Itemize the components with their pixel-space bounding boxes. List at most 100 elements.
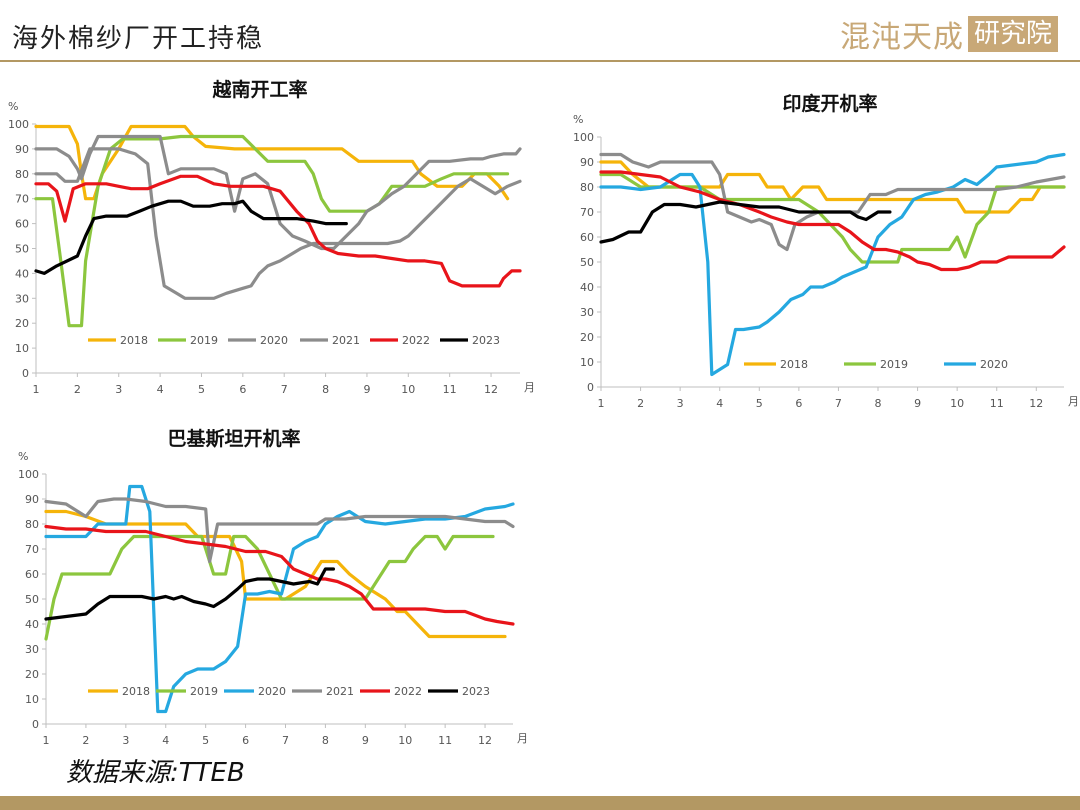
y-tick-label: 30 (15, 292, 29, 305)
x-tick-label: 5 (198, 383, 205, 396)
x-tick-label: 5 (202, 734, 209, 747)
y-tick-label: 20 (15, 317, 29, 330)
legend-label: 2019 (880, 358, 908, 371)
series-line-2023 (34, 199, 348, 275)
x-tick-label: 8 (875, 397, 882, 410)
chart-title: 印度开机率 (782, 92, 877, 115)
legend-label: 2019 (190, 334, 218, 347)
x-tick-label: 2 (74, 383, 81, 396)
y-tick-label: 50 (580, 256, 594, 269)
y-tick-label: 70 (25, 543, 39, 556)
x-tick-label: 2 (82, 734, 89, 747)
x-tick-label: 2 (637, 397, 644, 410)
series-line-2018 (44, 509, 507, 639)
y-tick-label: 30 (580, 306, 594, 319)
x-tick-label: 4 (162, 734, 169, 747)
y-tick-label: 30 (25, 643, 39, 656)
x-tick-label: 6 (242, 734, 249, 747)
header-divider (0, 60, 1080, 62)
x-tick-label: 3 (115, 383, 122, 396)
legend-label: 2023 (462, 685, 490, 698)
x-tick-label: 10 (398, 734, 412, 747)
footer-bar (0, 796, 1080, 810)
x-tick-label: 1 (33, 383, 40, 396)
x-tick-label: 12 (1029, 397, 1043, 410)
y-tick-label: 40 (580, 281, 594, 294)
data-source: 数据来源:TTEB (66, 758, 245, 788)
legend-label: 2019 (190, 685, 218, 698)
y-unit-label: % (18, 450, 28, 463)
y-tick-label: 100 (573, 131, 594, 144)
x-tick-label: 3 (677, 397, 684, 410)
page-title: 海外棉纱厂开工持稳 (12, 24, 265, 54)
series-line-2019 (34, 134, 510, 328)
x-tick-label: 9 (362, 734, 369, 747)
y-unit-label: % (573, 113, 583, 126)
x-unit-label: 月 (1068, 395, 1079, 408)
y-tick-label: 60 (25, 568, 39, 581)
logo-main: 混沌天成 (839, 20, 964, 55)
series-line-2018 (34, 124, 510, 201)
y-tick-label: 100 (8, 118, 29, 131)
series-line-2023 (44, 567, 335, 621)
x-tick-label: 1 (598, 397, 605, 410)
x-tick-label: 8 (322, 383, 329, 396)
x-tick-label: 11 (438, 734, 452, 747)
x-tick-label: 9 (363, 383, 370, 396)
x-unit-label: 月 (524, 381, 535, 394)
x-tick-label: 8 (322, 734, 329, 747)
series-line-2019 (44, 534, 495, 641)
legend-label: 2020 (980, 358, 1008, 371)
legend-label: 2022 (402, 334, 430, 347)
x-tick-label: 4 (157, 383, 164, 396)
y-tick-label: 50 (25, 593, 39, 606)
y-tick-label: 90 (580, 156, 594, 169)
chart-title: 越南开工率 (211, 78, 307, 101)
y-tick-label: 0 (587, 381, 594, 394)
x-tick-label: 3 (122, 734, 129, 747)
y-tick-label: 100 (18, 468, 39, 481)
x-tick-label: 9 (914, 397, 921, 410)
y-tick-label: 80 (580, 181, 594, 194)
y-tick-label: 90 (15, 143, 29, 156)
x-tick-label: 6 (795, 397, 802, 410)
legend-label: 2021 (326, 685, 354, 698)
y-tick-label: 40 (15, 267, 29, 280)
series-line-2023-black (599, 200, 892, 244)
y-tick-label: 10 (15, 342, 29, 355)
x-tick-label: 1 (43, 734, 50, 747)
y-tick-label: 10 (25, 693, 39, 706)
x-tick-label: 7 (282, 734, 289, 747)
y-tick-label: 70 (580, 206, 594, 219)
x-tick-label: 4 (716, 397, 723, 410)
y-tick-label: 60 (15, 218, 29, 231)
y-tick-label: 60 (580, 231, 594, 244)
series-line-2020 (34, 147, 522, 300)
legend-label: 2018 (120, 334, 148, 347)
legend-label: 2018 (122, 685, 150, 698)
x-tick-label: 10 (401, 383, 415, 396)
x-tick-label: 5 (756, 397, 763, 410)
y-tick-label: 10 (580, 356, 594, 369)
legend-label: 2018 (780, 358, 808, 371)
y-tick-label: 40 (25, 618, 39, 631)
chart-title: 巴基斯坦开机率 (167, 427, 300, 450)
series-line-2020-gray (599, 152, 1066, 252)
legend-label: 2021 (332, 334, 360, 347)
series-line-2020 (44, 484, 515, 714)
y-tick-label: 80 (15, 168, 29, 181)
series-line-2019 (599, 172, 1066, 264)
y-tick-label: 0 (22, 367, 29, 380)
y-unit-label: % (8, 100, 18, 113)
x-tick-label: 12 (484, 383, 498, 396)
x-tick-label: 11 (443, 383, 457, 396)
x-unit-label: 月 (517, 732, 528, 745)
series-line-2021 (44, 497, 515, 564)
x-tick-label: 6 (239, 383, 246, 396)
y-tick-label: 80 (25, 518, 39, 531)
y-tick-label: 70 (15, 193, 29, 206)
y-tick-label: 20 (580, 331, 594, 344)
